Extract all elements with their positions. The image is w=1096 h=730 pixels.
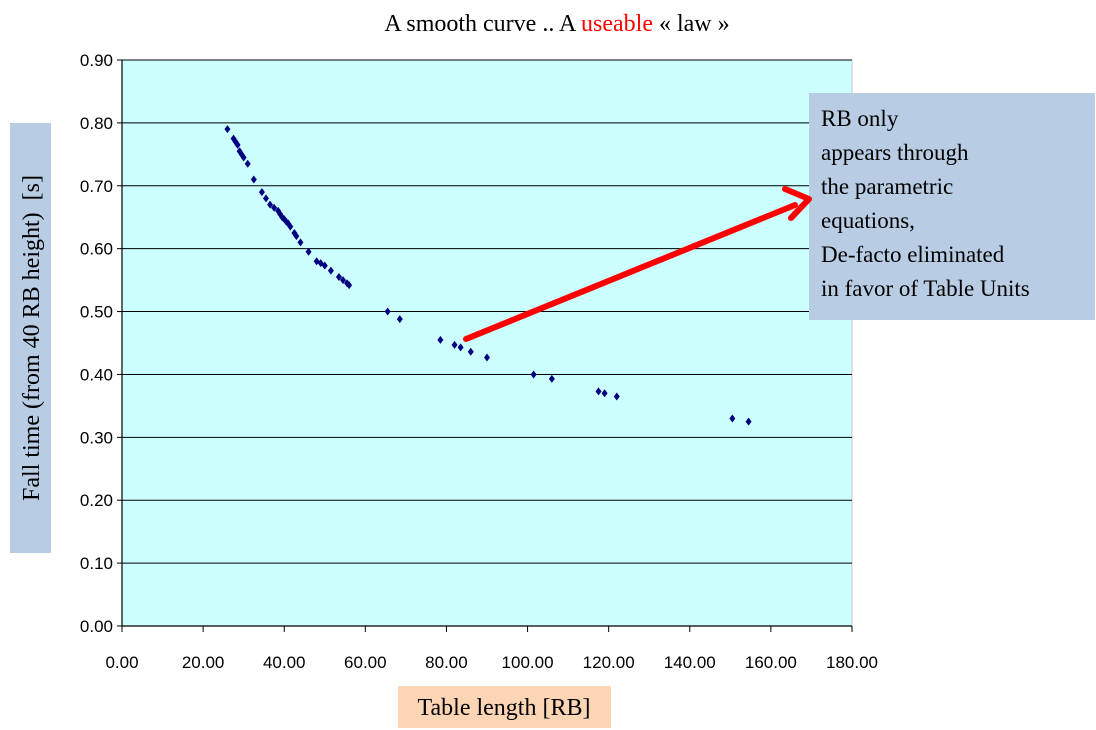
plot-area [121,59,853,627]
data-point [244,159,251,168]
data-point [595,387,602,396]
data-point [346,281,353,290]
y-tick-label: 0.40 [80,365,113,384]
data-point [335,272,342,281]
gridlines [122,59,852,564]
data-point [297,238,304,247]
data-point [396,315,403,324]
annotation-text: RB only appears through the parametric equa… [821,106,1030,301]
annotation-line: in favor of Table Units [821,276,1030,301]
data-point [321,261,328,270]
x-tick-label: 80.00 [425,653,468,672]
x-tick-label: 140.00 [664,653,716,672]
chart-title: A smooth curve .. A useable « law » [384,11,729,37]
annotation-line: equations, [821,208,915,233]
y-axis-label: Fall time (from 40 RB height) [s] [19,175,45,501]
y-tick-label: 0.70 [80,177,113,196]
chart-title-highlight: useable [581,11,653,37]
data-point [271,203,278,212]
data-point [327,266,334,275]
x-tick-label: 180.00 [826,653,878,672]
y-tick-label: 0.50 [80,303,113,322]
x-axis-label: Table length [RB] [418,695,591,721]
data-point [745,417,752,426]
annotation-line: RB only [821,106,899,131]
y-tick-label: 0.00 [80,617,113,636]
data-point [548,374,555,383]
data-point [250,175,257,184]
chart-title-part-2: « law » [653,11,730,37]
annotation-line: De-facto eliminated [821,242,1005,267]
y-tick-label: 0.20 [80,491,113,510]
x-axis-ticks: 0.00 20.00 40.00 60.00 80.00 100.00 120.00 140.… [105,626,878,672]
annotation-arrow-head [782,186,812,221]
data-point [234,140,241,149]
y-tick-label: 0.60 [80,240,113,259]
data-point [451,340,458,349]
ylabel-box [10,123,51,553]
data-point [530,370,537,379]
data-point [457,343,464,352]
x-tick-label: 40.00 [263,653,306,672]
y-tick-label: 0.80 [80,114,113,133]
annotation-box [809,93,1095,320]
annotation-arrow-shaft [463,202,798,342]
data-point [613,392,620,401]
data-point [467,347,474,356]
x-tick-label: 0.00 [105,653,138,672]
data-point [258,188,265,197]
data-point [267,200,274,209]
data-point [287,222,294,231]
x-tick-label: 120.00 [583,653,635,672]
data-point [240,153,247,162]
y-tick-label: 0.90 [80,51,113,70]
annotation-line: the parametric [821,174,953,199]
data-point [437,335,444,344]
data-points [224,125,752,426]
x-tick-label: 100.00 [502,653,554,672]
data-point [601,389,608,398]
y-tick-label: 0.10 [80,554,113,573]
y-axis-ticks: 0.00 0.10 0.20 0.30 0.40 0.50 0.60 0.70 0.80 0.90 [80,51,122,636]
data-point [293,232,300,241]
x-tick-label: 60.00 [344,653,387,672]
annotation-line: appears through [821,140,969,165]
xlabel-box [398,686,611,728]
chart-title-part-1: A smooth curve .. A [384,11,581,37]
data-point [340,276,347,285]
data-point [484,353,490,362]
data-point [384,307,391,316]
x-tick-label: 20.00 [182,653,225,672]
data-point [305,247,312,256]
data-point [224,125,231,134]
y-tick-label: 0.30 [80,428,113,447]
data-point [262,194,269,203]
x-tick-label: 160.00 [745,653,797,672]
data-point [729,414,736,423]
